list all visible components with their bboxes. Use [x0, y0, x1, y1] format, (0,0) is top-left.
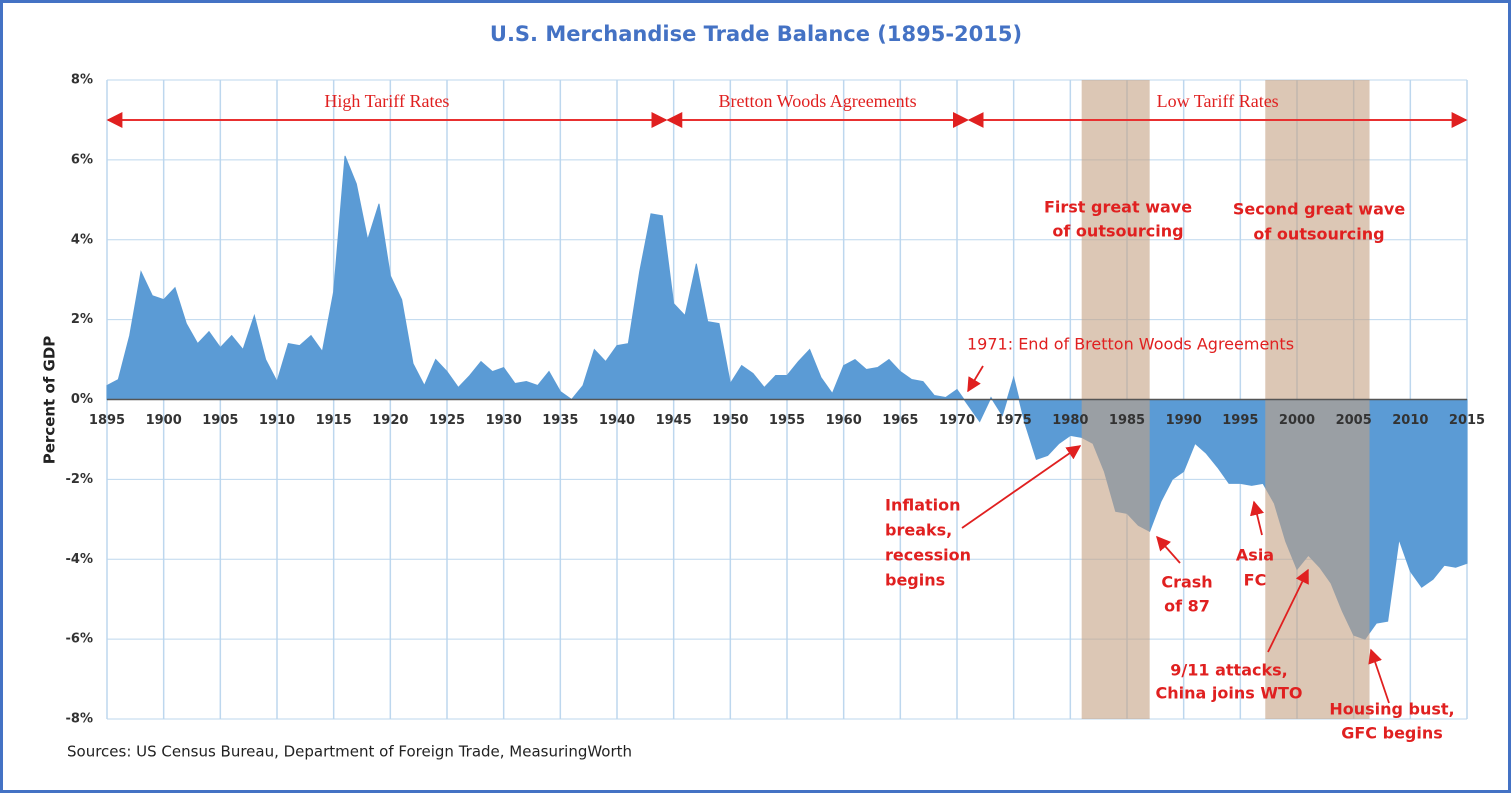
x-tick-label: 1975: [996, 413, 1032, 428]
y-tick-label: -2%: [66, 472, 93, 487]
annotation-arrow: [1368, 648, 1390, 704]
annotation: 9/11 attacks,: [1170, 661, 1287, 680]
x-tick-label: 2010: [1392, 413, 1428, 428]
annotation: of outsourcing: [1052, 222, 1183, 241]
annotation-arrow: [967, 365, 984, 393]
annotation: Crash: [1161, 573, 1212, 592]
area: [106, 155, 1468, 640]
x-tick-label: 2005: [1336, 413, 1372, 428]
source: Sources: US Census Bureau, Department of…: [67, 743, 632, 761]
x-tick-label: 1935: [542, 413, 578, 428]
period-label: Bretton Woods Agreements: [718, 91, 916, 111]
x-tick-label: 1930: [486, 413, 522, 428]
annotation: breaks,: [885, 521, 952, 540]
x-tick-label: 1925: [429, 413, 465, 428]
annotation-arrow: [1267, 568, 1309, 653]
y-tick-label: -6%: [66, 632, 93, 647]
annotation: 1971: End of Bretton Woods Agreements: [967, 335, 1294, 354]
x-tick-label: 1970: [939, 413, 975, 428]
chart-title: U.S. Merchandise Trade Balance (1895-201…: [490, 22, 1022, 46]
x-tick-label: 1985: [1109, 413, 1145, 428]
y-tick-label: 0%: [71, 392, 93, 407]
annotation: Second great wave: [1233, 200, 1405, 219]
x-tick-label: 1895: [89, 413, 125, 428]
y-tick-label: 2%: [71, 312, 93, 327]
annotation-arrow: [1250, 500, 1265, 536]
annotation: Housing bust,: [1329, 700, 1454, 719]
period-label: Low Tariff Rates: [1157, 91, 1279, 111]
annotation: begins: [885, 571, 945, 590]
x-tick-label: 1940: [599, 413, 635, 428]
annotation: of outsourcing: [1253, 225, 1384, 244]
x-tick-label: 2000: [1279, 413, 1315, 428]
annotation-arrow: [1156, 535, 1181, 564]
y-tick-label: 6%: [71, 152, 93, 167]
y-axis-label: Percent of GDP: [41, 336, 59, 465]
x-tick-label: 1990: [1166, 413, 1202, 428]
x-tick-label: 1915: [316, 413, 352, 428]
x-tick-label: 1900: [146, 413, 182, 428]
x-tick-label: 1980: [1052, 413, 1088, 428]
x-tick-label: 1995: [1222, 413, 1258, 428]
annotation: China joins WTO: [1156, 684, 1303, 703]
y-tick-label: -8%: [66, 712, 93, 727]
annotation: First great wave: [1044, 198, 1192, 217]
annotation-arrow: [961, 445, 1082, 529]
x-tick-label: 1950: [712, 413, 748, 428]
annotation: GFC begins: [1341, 724, 1443, 743]
x-tick-label: 1955: [769, 413, 805, 428]
y-tick-label: 4%: [71, 232, 93, 247]
annotation: Asia: [1236, 546, 1274, 565]
annotation: recession: [885, 546, 971, 565]
x-tick-label: 1910: [259, 413, 295, 428]
x-tick-label: 1965: [882, 413, 918, 428]
annotation: Inflation: [885, 496, 961, 515]
y-tick-label: 8%: [71, 73, 93, 88]
x-tick-label: 1920: [372, 413, 408, 428]
annotation: FC: [1244, 571, 1267, 590]
x-tick-label: 1960: [826, 413, 862, 428]
x-tick-label: 1945: [656, 413, 692, 428]
plot: -8% -6% -4% -2% 0% 2% 4% 6% 8% 1895 1900 1905 1910 19…: [66, 73, 1486, 743]
x-tick-label: 1905: [202, 413, 238, 428]
annotation: of 87: [1164, 597, 1210, 616]
period-label: High Tariff Rates: [324, 91, 449, 111]
y-tick-label: -4%: [66, 552, 93, 567]
x-tick-label: 2015: [1449, 413, 1485, 428]
